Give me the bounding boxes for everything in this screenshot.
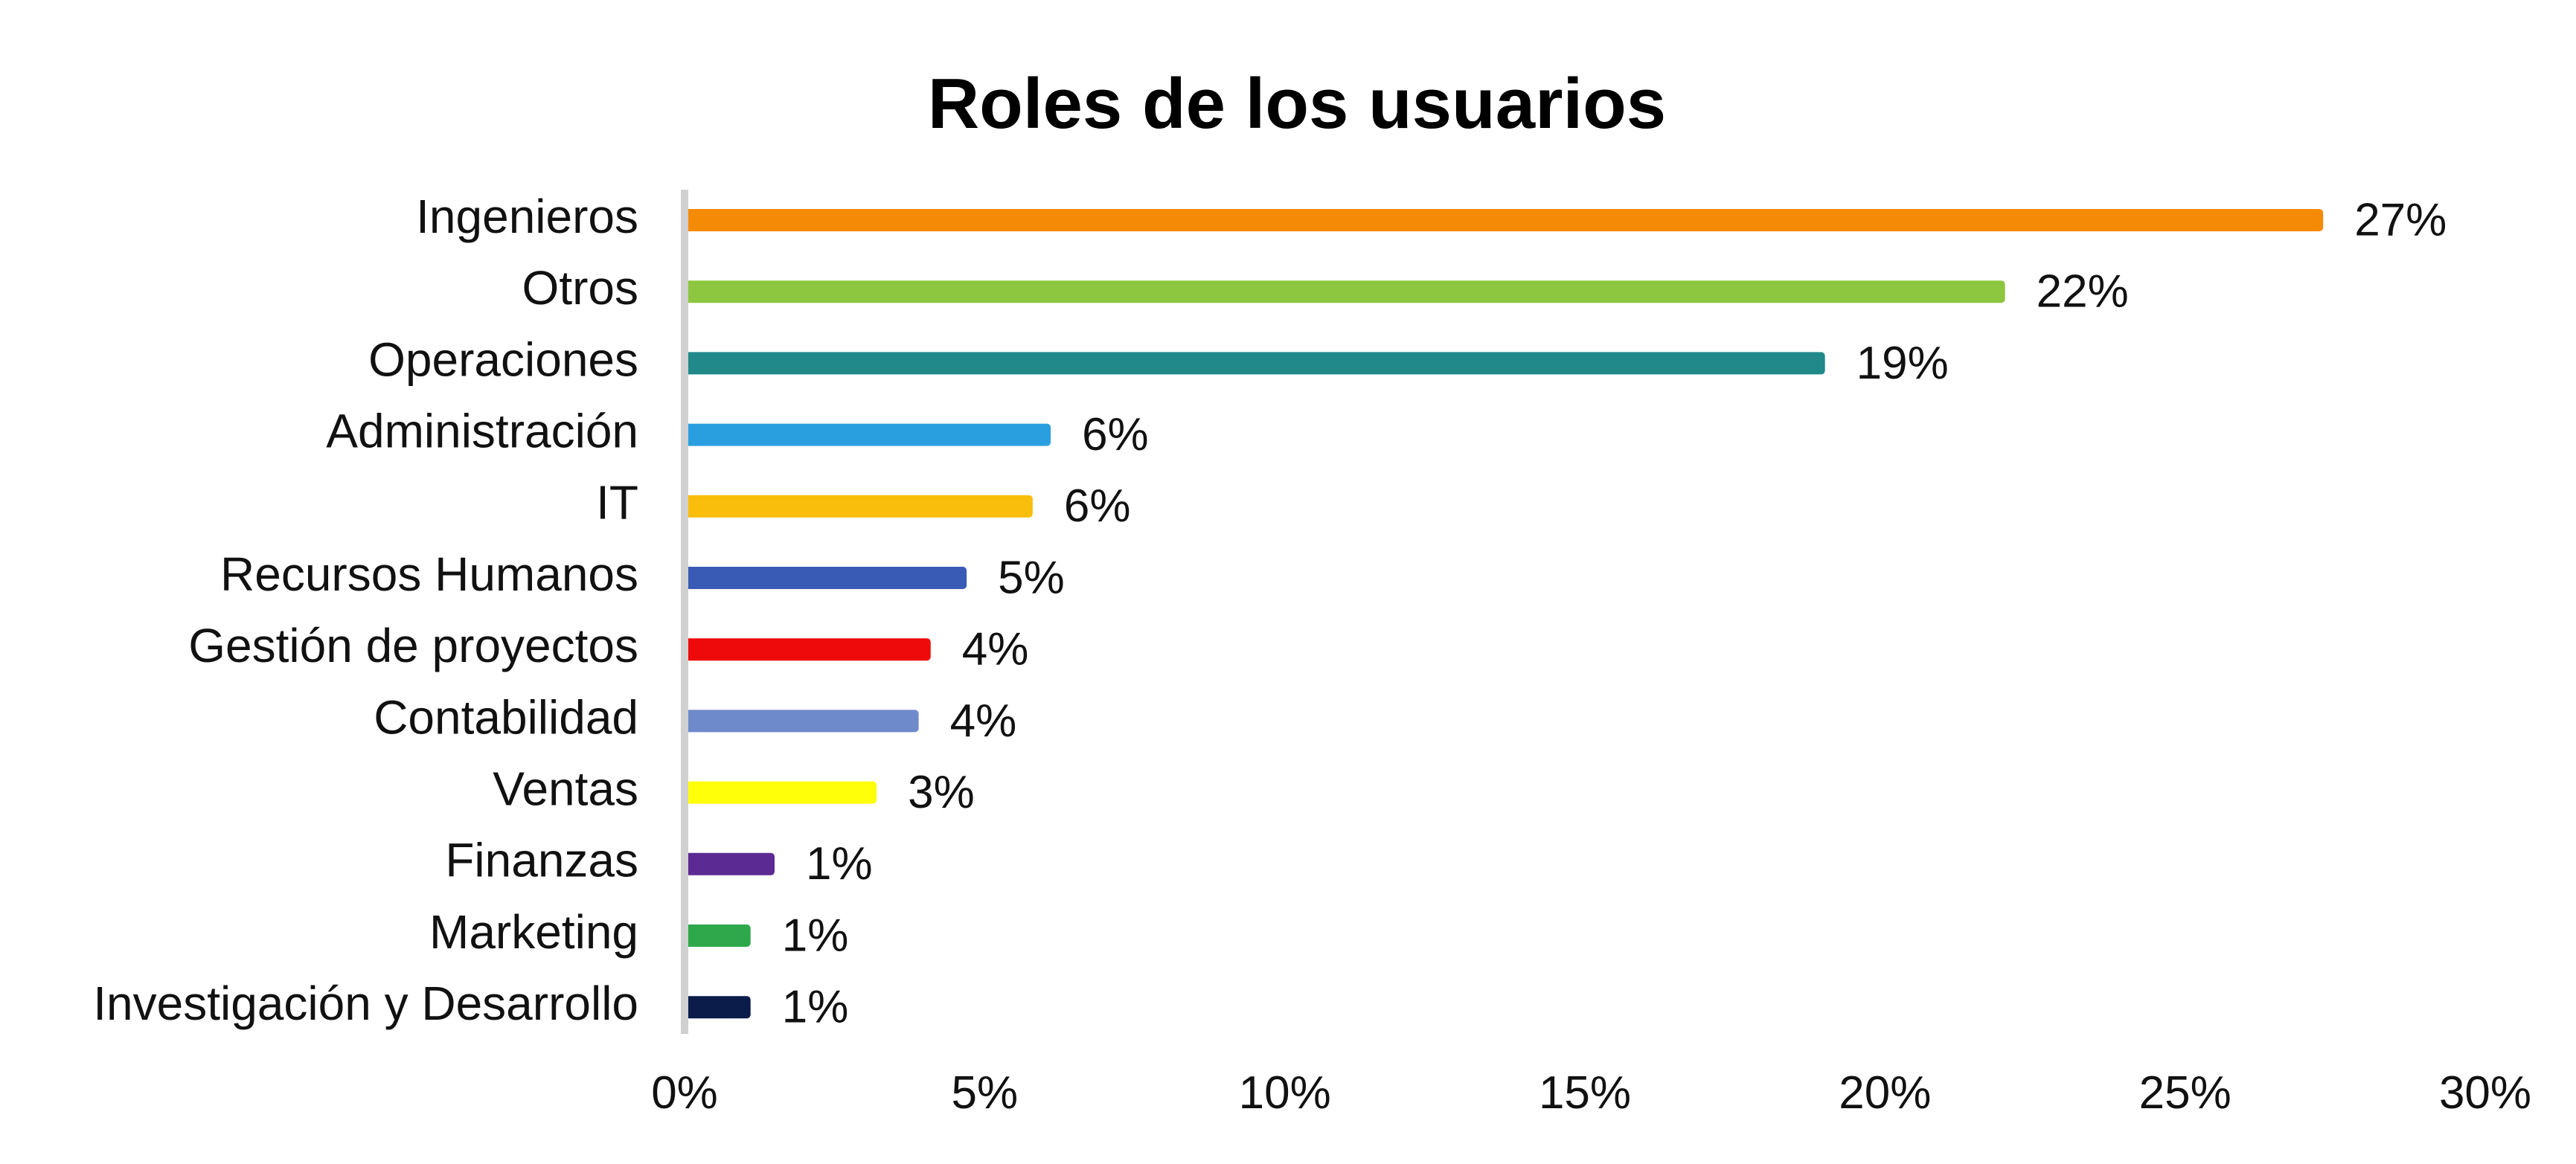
bar-otros bbox=[685, 280, 2005, 303]
x-tick-label: 5% bbox=[952, 1067, 1019, 1119]
bar-ingenieros bbox=[685, 209, 2324, 231]
bar-operaciones bbox=[685, 352, 1825, 375]
value-label-marketing: 1% bbox=[782, 910, 849, 961]
category-label-gestion-de-proyectos: Gestión de proyectos bbox=[188, 619, 638, 672]
category-label-marketing: Marketing bbox=[429, 905, 638, 959]
x-tick-label: 20% bbox=[1839, 1067, 1931, 1119]
bar-recursos-humanos bbox=[685, 567, 967, 589]
bar-it bbox=[685, 495, 1033, 518]
value-label-ingenieros: 27% bbox=[2354, 194, 2447, 245]
value-label-investigacion-y-desarrollo: 1% bbox=[782, 982, 849, 1033]
bar-contabilidad bbox=[685, 710, 919, 733]
x-tick-label: 30% bbox=[2439, 1067, 2531, 1119]
category-label-it: IT bbox=[596, 476, 638, 530]
bar-administracion bbox=[685, 423, 1051, 446]
value-label-gestion-de-proyectos: 4% bbox=[962, 624, 1029, 675]
value-label-administracion: 6% bbox=[1082, 409, 1149, 460]
bar-marketing bbox=[685, 925, 751, 947]
value-label-finanzas: 1% bbox=[806, 838, 873, 890]
category-label-contabilidad: Contabilidad bbox=[374, 690, 638, 744]
category-label-finanzas: Finanzas bbox=[445, 834, 638, 887]
bar-gestion-de-proyectos bbox=[685, 638, 931, 661]
category-label-ingenieros: Ingenieros bbox=[416, 190, 638, 243]
category-label-operaciones: Operaciones bbox=[368, 332, 638, 386]
category-label-investigacion-y-desarrollo: Investigación y Desarrollo bbox=[93, 977, 638, 1030]
bars-layer: Ingenieros 27% Otros 22% Operaciones 19% Admin… bbox=[93, 190, 2447, 1033]
x-tick-label: 25% bbox=[2139, 1067, 2231, 1119]
category-label-administracion: Administración bbox=[326, 405, 638, 458]
x-tick-label: 0% bbox=[651, 1067, 718, 1119]
value-label-otros: 22% bbox=[2037, 266, 2129, 318]
value-label-operaciones: 19% bbox=[1856, 338, 1949, 389]
value-label-contabilidad: 4% bbox=[950, 695, 1017, 747]
x-axis-ticks: 0% 5% 10% 15% 20% 25% 30% bbox=[651, 1067, 2531, 1119]
x-tick-label: 10% bbox=[1239, 1067, 1331, 1119]
bar-ventas bbox=[685, 781, 877, 804]
chart-title: Roles de los usuarios bbox=[928, 64, 1666, 144]
category-label-otros: Otros bbox=[522, 261, 638, 315]
value-label-it: 6% bbox=[1064, 480, 1131, 532]
bar-investigacion-y-desarrollo bbox=[685, 996, 751, 1019]
value-label-recursos-humanos: 5% bbox=[998, 552, 1065, 603]
category-label-recursos-humanos: Recursos Humanos bbox=[220, 547, 638, 601]
x-tick-label: 15% bbox=[1539, 1067, 1631, 1119]
bar-finanzas bbox=[685, 852, 775, 875]
value-label-ventas: 3% bbox=[908, 767, 975, 818]
category-label-ventas: Ventas bbox=[493, 762, 638, 816]
